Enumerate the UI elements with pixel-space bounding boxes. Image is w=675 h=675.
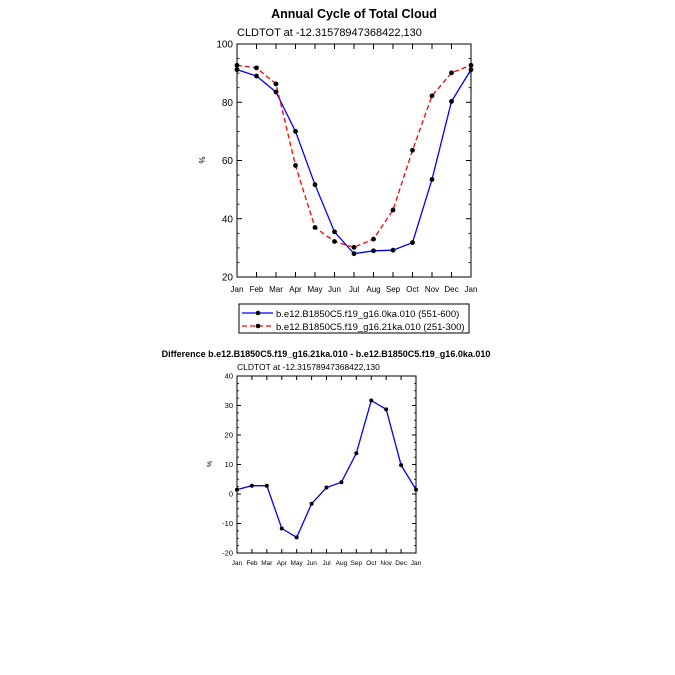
legend-box [238,303,470,334]
data-point-s1-10 [429,93,435,99]
data-point-s0-2 [264,483,269,488]
chart-subtitle: CLDTOT at -12.31578947368422,130 [237,27,422,39]
data-point-s1-2 [273,81,279,87]
data-point-s1-3 [293,163,298,168]
data-point-s0-11 [449,98,454,104]
x-tick-label: Jan [411,560,422,567]
annual-cycle-chart: Annual Cycle of Total Cloud CLDTOT at -1… [198,7,477,294]
plot-area-top: 20 40 60 80 100 Jan Feb Mar Apr May Jun Jul Aug Sep Oc… [216,40,477,295]
x-tick-label: Sep [351,560,363,567]
data-point-s0-5 [309,501,314,506]
y-tick-label: 80 [222,98,234,109]
data-point-s0-11 [399,463,404,468]
data-point-s1-7 [371,236,376,242]
data-point-s0-0 [234,67,240,73]
x-tick-label: Jan [231,285,244,294]
difference-y-axis-label: % [207,461,214,467]
data-point-s0-10 [384,407,389,412]
plot-frame-1 [236,375,417,554]
x-tick-label: Feb [246,560,258,567]
data-point-s0-4 [294,535,299,540]
x-tick-label: Apr [289,285,302,294]
data-point-s1-5 [332,239,337,244]
x-tick-label: Jan [465,285,478,294]
y-tick-label: 40 [225,372,233,381]
data-point-s1-1 [254,65,259,71]
x-tick-label: Jul [349,285,359,294]
x-tick-label: Oct [406,285,419,294]
x-tick-label: Aug [366,285,380,294]
x-tick-label: Sep [386,285,401,294]
y-tick-label: 20 [225,431,233,440]
legend-label-21ka: b.e12.B1850C5.f19_g16.21ka.010 (251-300) [276,322,465,333]
x-tick-label: Nov [380,560,392,567]
data-point-s0-10 [429,177,435,182]
difference-chart: Difference b.e12.B1850C5.f19_g16.21ka.01… [162,349,491,567]
legend-label-0ka: b.e12.B1850C5.f19_g16.0ka.010 (551-600) [276,309,459,320]
data-point-s0-12 [414,487,418,492]
y-axis-label: % [198,156,207,163]
data-point-s0-7 [371,248,376,254]
data-point-s1-9 [410,147,415,153]
difference-subtitle: CLDTOT at -12.31578947368422,130 [237,362,380,372]
y-tick-label: 20 [222,273,234,284]
data-point-s0-12 [468,67,474,73]
data-point-s1-4 [312,225,318,230]
x-tick-label: Mar [261,560,273,567]
data-point-s0-5 [332,229,337,235]
data-point-s0-4 [312,182,318,188]
series-line-0 [236,68,472,255]
x-tick-label: Jun [306,560,317,567]
x-tick-label: Dec [395,560,407,567]
x-tick-label: Jun [328,285,341,294]
y-tick-label: -10 [222,519,233,528]
y-tick-label: 0 [229,490,233,499]
data-point-s0-9 [410,240,415,246]
data-point-s1-0 [234,62,240,68]
data-point-s0-1 [249,483,254,488]
data-point-s0-8 [390,247,396,253]
data-point-s0-7 [339,480,344,485]
x-tick-label: May [291,560,304,567]
x-tick-label: Jul [322,560,331,567]
plot-frame-0 [236,43,472,278]
y-tick-label: 30 [225,401,233,410]
data-point-s0-3 [279,526,284,531]
data-point-s1-6 [351,244,357,250]
data-point-s0-6 [324,485,329,490]
x-tick-label: Nov [425,285,439,294]
data-point-s0-6 [351,251,357,257]
data-point-s0-2 [273,89,279,95]
legend-marker-0ka [255,310,261,316]
series-line-1 [236,64,472,248]
x-tick-label: Feb [250,285,264,294]
y-tick-label: 10 [225,460,233,469]
data-point-s0-0 [235,487,239,492]
data-point-s0-9 [369,398,374,403]
y-tick-label: -20 [222,549,233,558]
legend-marker-21ka [255,323,261,329]
data-point-s1-8 [390,207,396,213]
chart-title: Annual Cycle of Total Cloud [271,7,437,21]
legend: b.e12.B1850C5.f19_g16.0ka.010 (551-600) … [238,303,470,334]
x-tick-label: Aug [336,560,348,567]
x-tick-label: Mar [269,285,283,294]
x-tick-label: Jan [232,560,243,567]
data-point-s0-3 [293,128,298,134]
data-point-s1-11 [449,70,454,76]
y-tick-label: 40 [222,214,234,225]
y-tick-label: 100 [216,40,233,51]
x-tick-label: May [307,285,322,294]
x-tick-label: Apr [277,560,288,567]
difference-title: Difference b.e12.B1850C5.f19_g16.21ka.01… [162,349,491,359]
series-line-0 [236,399,417,539]
x-tick-label: Dec [444,285,458,294]
y-tick-label: 60 [222,156,234,167]
data-point-s1-12 [468,62,474,68]
data-point-s0-8 [354,451,359,456]
x-tick-label: Oct [366,560,376,567]
data-point-s0-1 [254,73,259,79]
